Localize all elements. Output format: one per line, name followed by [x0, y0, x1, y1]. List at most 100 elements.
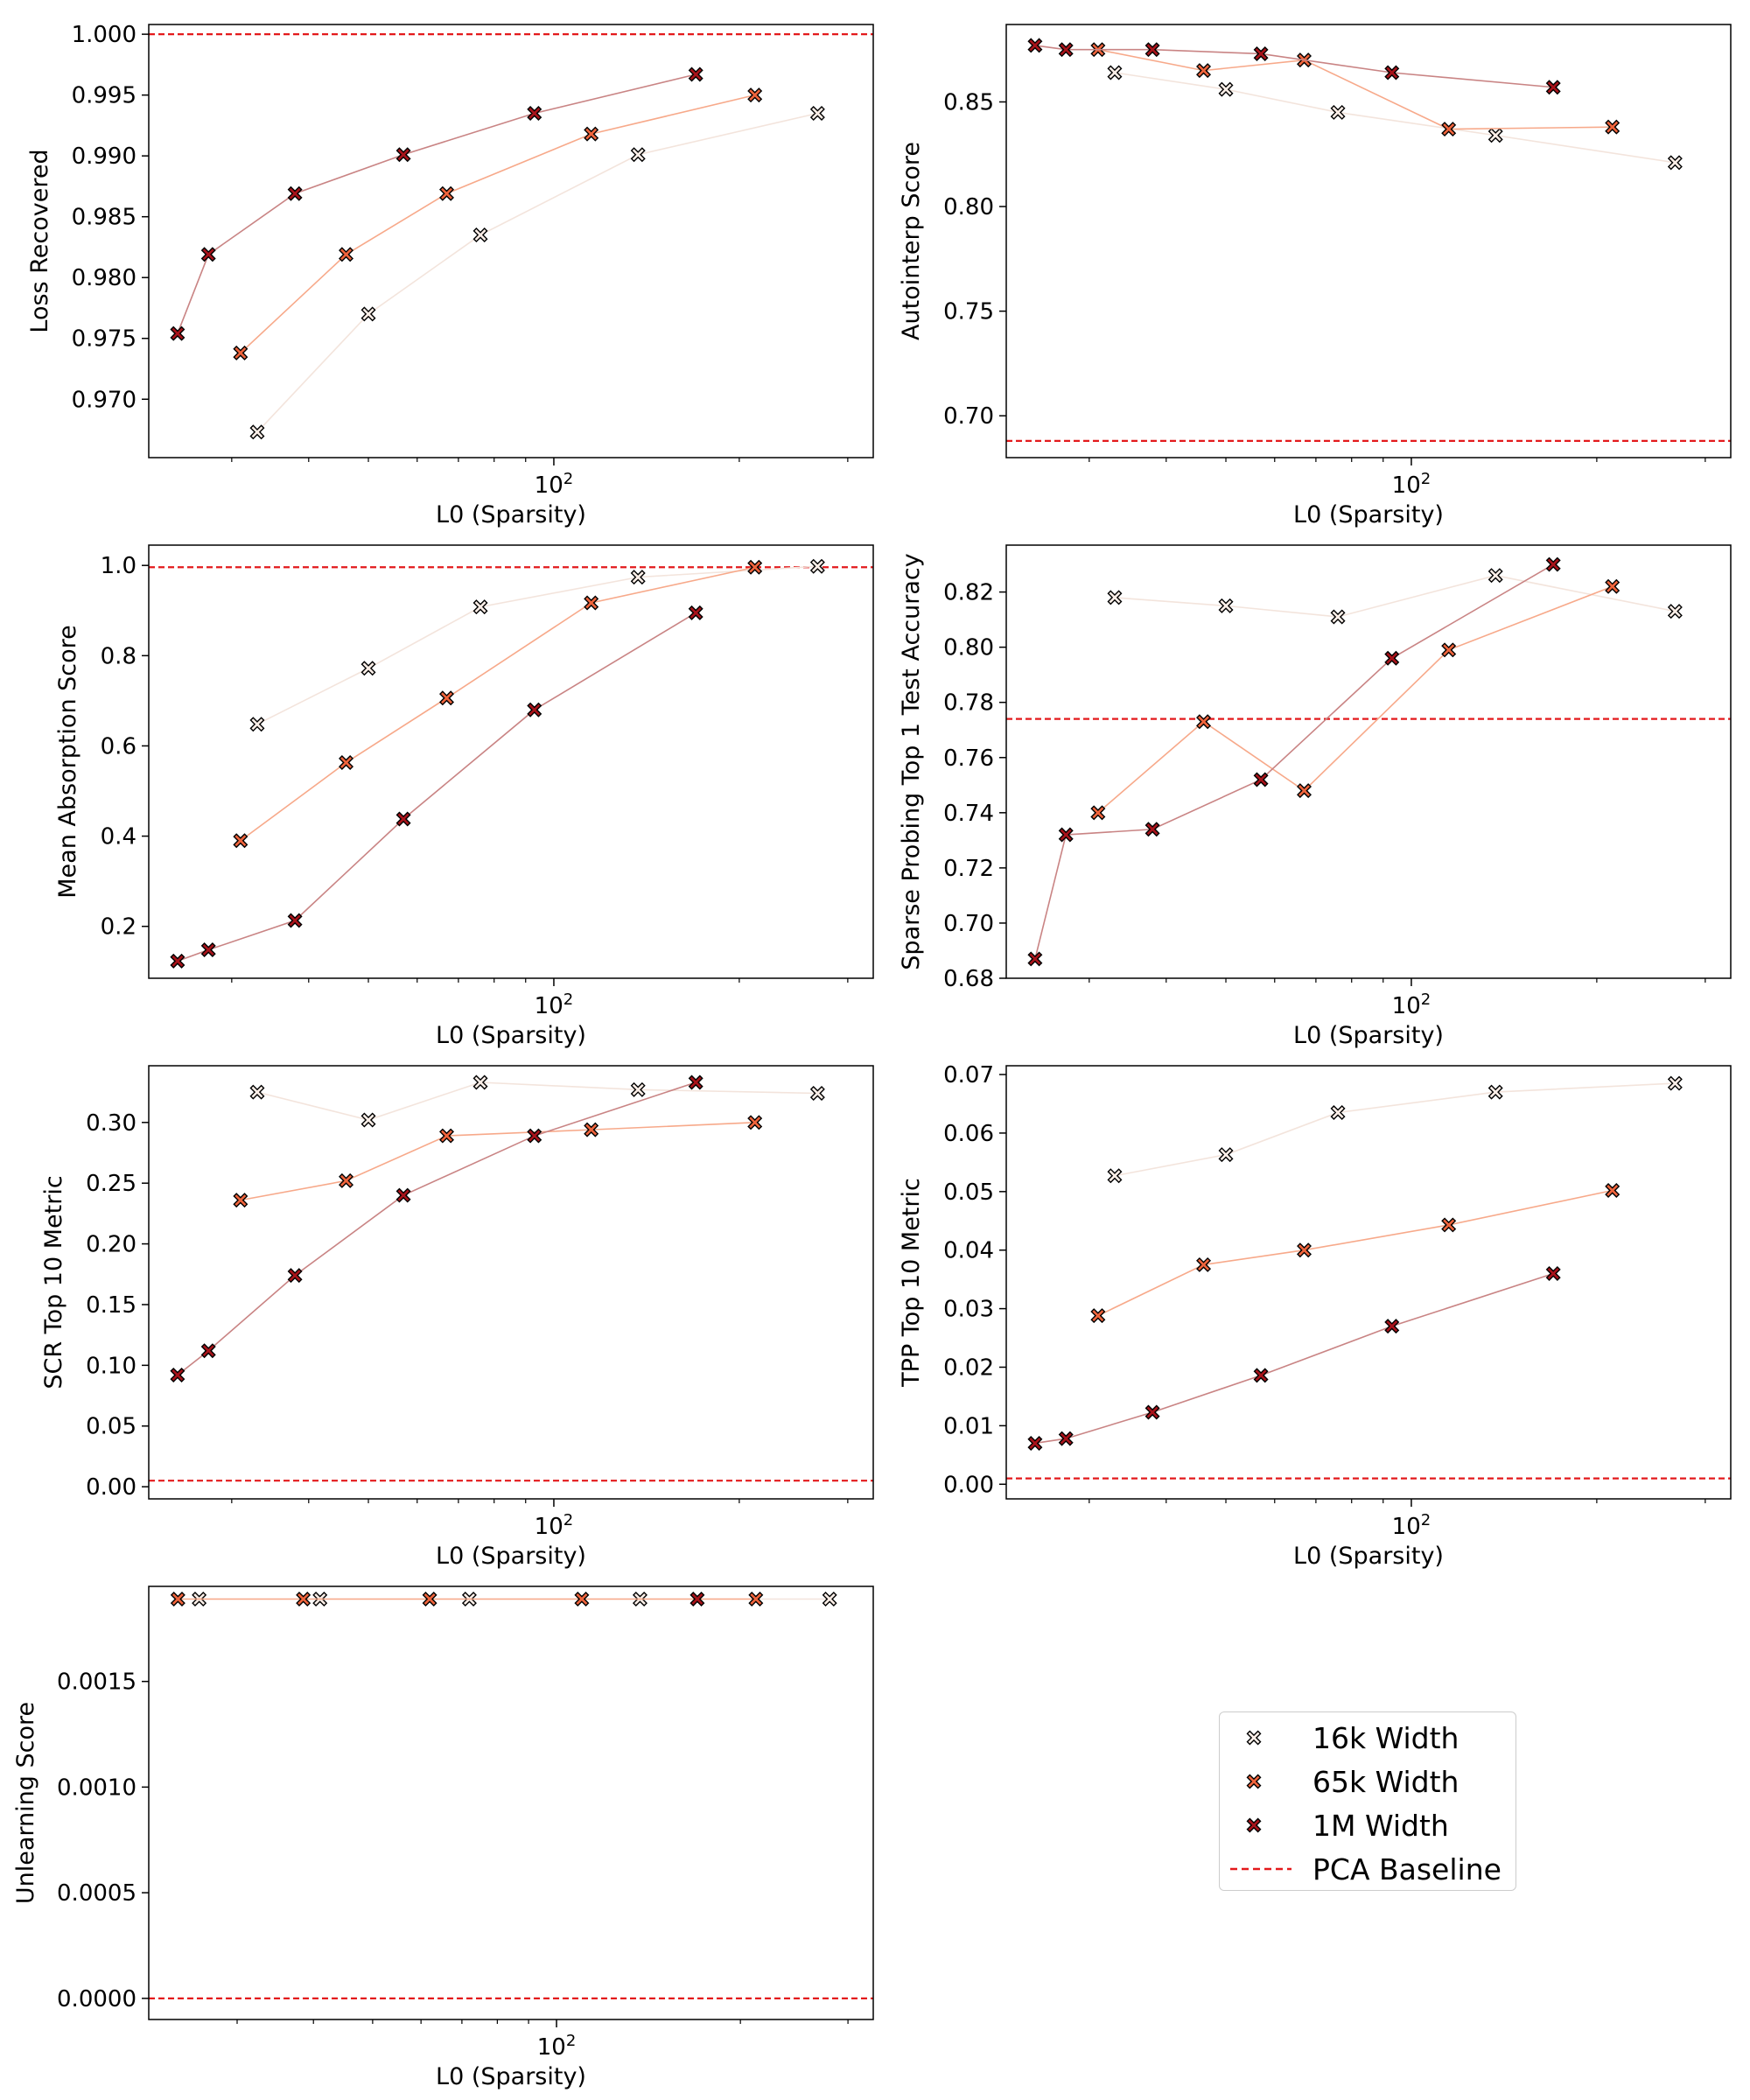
panel-6-16k-width-line [1114, 1082, 1676, 1177]
panel-2-16k-width-line [1114, 72, 1676, 164]
panel-1-65k-width-line [240, 94, 755, 354]
panel-1-1m-width-point [396, 147, 411, 163]
panel-3-1m-width-point [527, 702, 542, 718]
panel-5-ytick-label: 0.05 [86, 1414, 136, 1440]
panel-1-1m-width-point [527, 106, 542, 121]
panel-6-ytick-label: 0.06 [943, 1121, 994, 1147]
panel-4: 0.68 0.70 0.72 0.74 0.76 0.78 0.80 0.82 102 L0 (S… [898, 544, 1732, 1049]
panel-3-ytick-label: 0.2 [101, 914, 136, 941]
panel-5-65k-width-line [240, 1122, 755, 1201]
panel-3-16k-width-point [360, 661, 376, 676]
panel-4-16k-width-point [1330, 609, 1346, 625]
panel-5-1m-width-point [200, 1343, 216, 1359]
panel-1-ytick-label: 0.975 [72, 326, 136, 353]
panel-5-1m-width-point [688, 1074, 704, 1090]
panel-3-65k-width-point [439, 690, 454, 706]
panel-7-65k-width-point [574, 1591, 590, 1606]
panel-4-1m-width-point [1253, 772, 1269, 788]
panel-2-65k-width-point [1605, 119, 1620, 135]
panel-5: 0.00 0.05 0.10 0.15 0.20 0.25 0.30 102 L0 (Spars… [40, 1065, 874, 1570]
panel-3-65k-width-line [240, 566, 755, 842]
panel-4-16k-width-point [1107, 590, 1123, 606]
panel-6: 0.00 0.01 0.02 0.03 0.04 0.05 0.06 0.07 102 L0 (S… [898, 1062, 1732, 1570]
panel-6-65k-width-point [1441, 1217, 1457, 1233]
panel-5-1m-width-point [170, 1367, 186, 1382]
panel-2-16k-width-point [1488, 128, 1503, 144]
panel-1-ytick-label: 1.000 [72, 22, 136, 48]
legend-label-16k: 16k Width [1312, 1721, 1460, 1755]
panel-1-16k-width-line [256, 112, 818, 433]
panel-6-65k-width-point [1605, 1182, 1620, 1198]
panel-3-xtick-label: 102 [535, 990, 574, 1019]
panel-7-ytick-label: 0.0010 [57, 1774, 136, 1801]
panel-5-axes-frame [148, 1065, 874, 1500]
panel-4-16k-width-point [1667, 604, 1683, 620]
panel-5-ytick-label: 0.25 [86, 1171, 136, 1197]
panel-4-1m-width-point [1144, 822, 1160, 837]
panel-7-xtick-label: 102 [537, 2032, 577, 2061]
panel-2-65k-width-line [1097, 48, 1613, 130]
panel-6-1m-width-point [1384, 1319, 1400, 1334]
panel-7-ytick-label: 0.0015 [57, 1670, 136, 1696]
legend-line-pca [1230, 1867, 1292, 1871]
panel-4-65k-width-point [1090, 805, 1106, 821]
panel-4-ytick-label: 0.68 [943, 966, 994, 992]
panel-3-ytick-label: 0.6 [101, 733, 136, 760]
panel-6-65k-width-line [1097, 1189, 1613, 1317]
panel-6-1m-width-point [1058, 1431, 1074, 1446]
panel-3-ytick-label: 0.4 [101, 824, 136, 850]
panel-5-65k-width-point [747, 1115, 763, 1130]
panel-6-axes-frame [1005, 1065, 1732, 1500]
panel-2-16k-width-point [1218, 81, 1234, 97]
legend-item-65k: 65k Width [1220, 1760, 1516, 1803]
panel-1-ytick-label: 0.990 [72, 144, 136, 170]
panel-3-1m-width-point [287, 913, 303, 928]
panel-7-65k-width-point [748, 1591, 764, 1606]
panel-2-ytick-label: 0.70 [943, 403, 994, 430]
panel-6-1m-width-line [1034, 1272, 1554, 1445]
panel-3-1m-width-point [200, 942, 216, 958]
panel-5-xtick-label: 102 [535, 1511, 574, 1540]
panel-4-1m-width-point [1027, 951, 1043, 967]
panel-4-65k-width-point [1441, 642, 1457, 658]
panel-3-xlabel: L0 (Sparsity) [436, 1022, 586, 1049]
panel-2-65k-width-point [1441, 122, 1457, 137]
panel-2-ylabel: Autointerp Score [898, 142, 925, 340]
panel-1-1m-width-point [170, 326, 186, 341]
panel-4-1m-width-point [1384, 650, 1400, 666]
panel-6-1m-width-point [1253, 1368, 1269, 1383]
panel-5-16k-width-point [472, 1074, 488, 1090]
panel-7-65k-width-point [422, 1591, 438, 1606]
panel-7-ytick-label: 0.0005 [57, 1880, 136, 1907]
panel-6-16k-width-point [1330, 1105, 1346, 1121]
panel-6-ytick-label: 0.03 [943, 1297, 994, 1323]
legend-marker-65k [1246, 1774, 1262, 1789]
panel-7-xlabel: L0 (Sparsity) [436, 2063, 586, 2090]
panel-3-axes-frame [148, 544, 874, 979]
panel-4-ytick-label: 0.80 [943, 635, 994, 662]
panel-5-1m-width-point [396, 1187, 411, 1203]
panel-5-ytick-label: 0.30 [86, 1110, 136, 1137]
panel-5-ytick-label: 0.10 [86, 1353, 136, 1379]
panel-2-1m-width-point [1545, 80, 1561, 95]
legend-label-1m: 1M Width [1312, 1809, 1449, 1843]
panel-1-1m-width-point [287, 186, 303, 201]
panel-3-1m-width-point [170, 953, 186, 969]
panel-6-65k-width-point [1297, 1242, 1312, 1258]
panel-7-ylabel: Unlearning Score [12, 1702, 39, 1904]
panel-6-ytick-label: 0.00 [943, 1472, 994, 1498]
panel-2-1m-width-point [1253, 46, 1269, 61]
panel-5-1m-width-line [177, 1082, 696, 1376]
panel-5-16k-width-line [256, 1082, 818, 1121]
panel-1-16k-width-point [360, 306, 376, 322]
panel-1-xtick-label: 102 [535, 470, 574, 499]
panel-4-ytick-label: 0.72 [943, 856, 994, 882]
panel-5-16k-width-point [630, 1082, 646, 1097]
panel-4-ytick-label: 0.74 [943, 801, 994, 827]
panel-6-ytick-label: 0.01 [943, 1413, 994, 1439]
panel-4-xlabel: L0 (Sparsity) [1293, 1022, 1444, 1049]
panel-3-16k-width-point [630, 570, 646, 585]
panel-4-16k-width-point [1488, 568, 1503, 584]
